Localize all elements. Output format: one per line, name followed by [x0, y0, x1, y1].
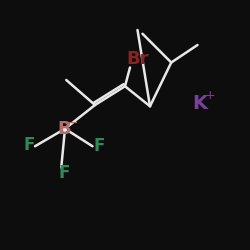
- Text: F: F: [94, 137, 105, 155]
- Text: K: K: [192, 94, 208, 113]
- Text: B: B: [57, 120, 70, 138]
- Text: +: +: [204, 89, 215, 102]
- Text: −: −: [68, 117, 78, 130]
- Text: F: F: [23, 136, 34, 154]
- Text: Br: Br: [126, 50, 149, 68]
- Text: F: F: [58, 164, 70, 182]
